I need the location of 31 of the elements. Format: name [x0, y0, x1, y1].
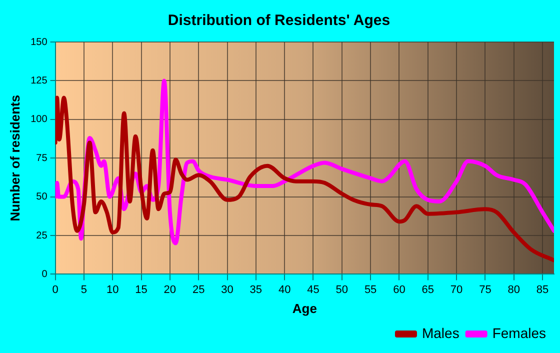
- y-tick-label: 0: [42, 268, 48, 280]
- x-tick-label: 15: [135, 284, 148, 296]
- x-tick-label: 0: [52, 284, 58, 296]
- x-tick-label: 30: [221, 284, 234, 296]
- x-tick-label: 50: [336, 284, 348, 296]
- x-tick-label: 35: [250, 284, 262, 296]
- x-tick-label: 10: [106, 284, 119, 296]
- y-tick-label: 75: [36, 152, 48, 164]
- legend-label: Males: [422, 324, 460, 341]
- x-tick-label: 65: [422, 284, 434, 296]
- x-tick-label: 25: [192, 284, 205, 296]
- y-tick-label: 125: [30, 75, 48, 86]
- x-tick-label: 60: [393, 284, 406, 296]
- x-tick-label: 20: [164, 284, 176, 296]
- x-tick-label: 40: [278, 284, 291, 296]
- x-tick-label: 45: [307, 284, 320, 296]
- y-tick-label: 100: [30, 114, 48, 126]
- y-axis-title: Number of residents: [7, 94, 22, 222]
- x-tick-label: 55: [364, 284, 377, 296]
- x-tick-label: 75: [479, 284, 492, 296]
- x-axis-title: Age: [292, 300, 317, 316]
- x-tick-label: 70: [450, 284, 463, 296]
- line-series: [55, 96, 554, 262]
- y-tick-label: 25: [36, 230, 48, 242]
- legend-label: Females: [492, 324, 546, 341]
- x-tick-label: 80: [508, 284, 520, 296]
- x-tick-label: 5: [80, 284, 88, 296]
- y-tick-label: 50: [36, 192, 48, 203]
- chart-title: Distribution of Residents' Ages: [168, 12, 390, 30]
- y-tick-label: 150: [30, 36, 48, 48]
- x-tick-label: 85: [536, 284, 549, 296]
